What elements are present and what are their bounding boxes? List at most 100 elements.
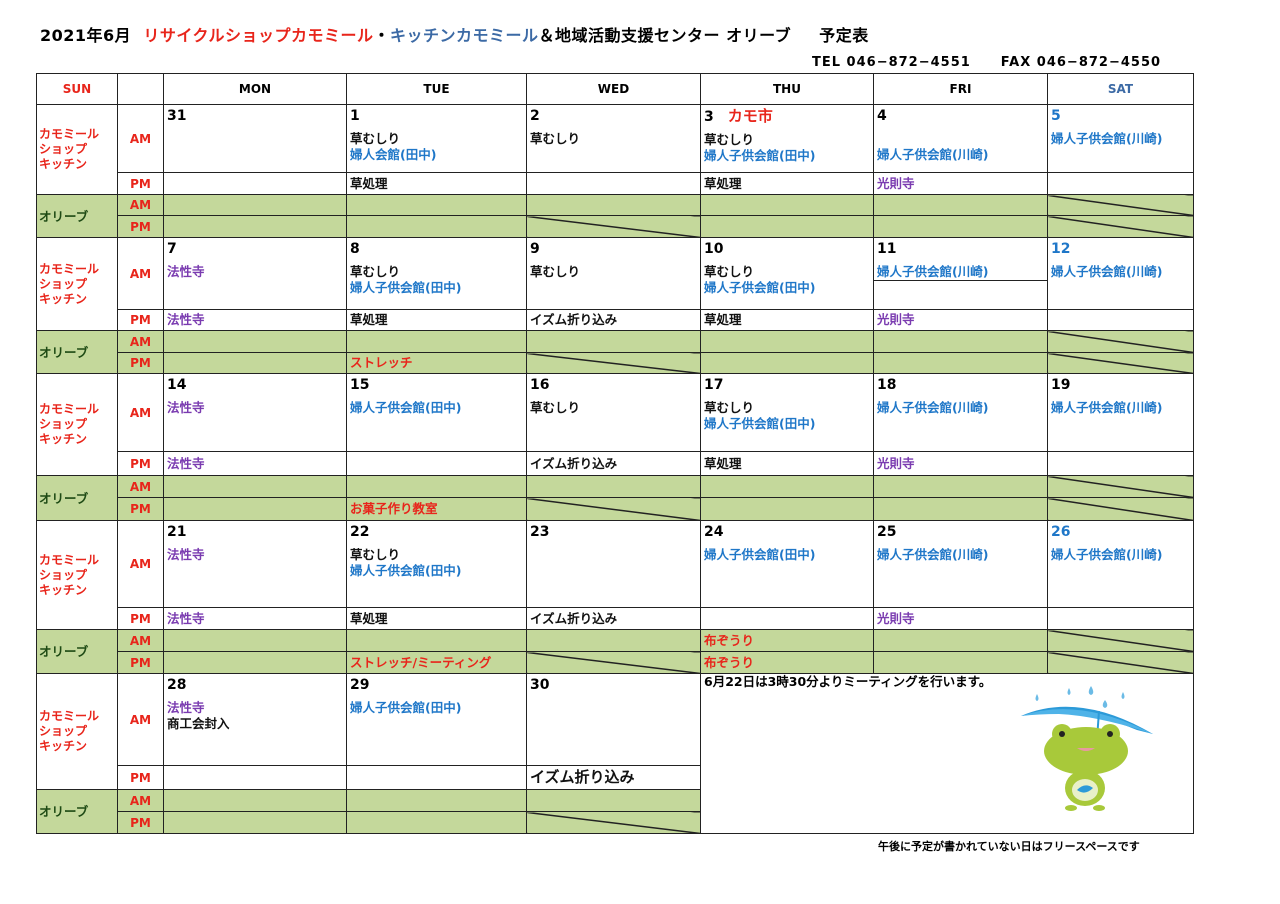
pm-cell-7[interactable]: 法性寺 [163, 309, 347, 331]
day-cell-14[interactable]: 14 法性寺 [163, 373, 347, 452]
olive-am-cell[interactable] [346, 194, 527, 216]
day-cell-1[interactable]: 1 草むしり 婦人会館(田中) [346, 104, 527, 173]
pm-cell-4[interactable]: 光則寺 [873, 172, 1048, 195]
olive-am-cell[interactable] [1047, 475, 1194, 498]
olive-pm-cell[interactable] [163, 352, 347, 374]
olive-am-cell[interactable] [346, 629, 527, 652]
day-cell-31[interactable]: 31 [163, 104, 347, 173]
pm-cell-17[interactable]: 草処理 [700, 451, 874, 476]
olive-pm-cell[interactable]: お菓子作り教室 [346, 497, 527, 521]
olive-pm-cell[interactable] [1047, 215, 1194, 238]
day-cell-24[interactable]: 24 婦人子供会館(田中) [700, 520, 874, 608]
olive-am-cell[interactable] [1047, 194, 1194, 216]
olive-pm-cell[interactable] [346, 811, 527, 834]
olive-am-cell[interactable] [526, 475, 701, 498]
pm-cell-1[interactable]: 草処理 [346, 172, 527, 195]
olive-pm-cell[interactable] [163, 497, 347, 521]
day-cell-15[interactable]: 15 婦人子供会館(田中) [346, 373, 527, 452]
olive-am-cell[interactable] [346, 330, 527, 353]
olive-pm-cell[interactable] [163, 215, 347, 238]
olive-am-cell[interactable] [873, 629, 1048, 652]
olive-am-cell[interactable] [1047, 330, 1194, 353]
olive-pm-cell[interactable] [163, 811, 347, 834]
olive-pm-cell[interactable] [700, 497, 874, 521]
day-cell-7[interactable]: 7 法性寺 [163, 237, 347, 310]
pm-cell-11[interactable]: 光則寺 [873, 309, 1048, 331]
olive-am-cell[interactable] [873, 330, 1048, 353]
day-cell-10[interactable]: 10 草むしり 婦人子供会館(田中) [700, 237, 874, 310]
pm-cell-5[interactable] [1047, 172, 1194, 195]
pm-cell-21[interactable]: 法性寺 [163, 607, 347, 630]
day-cell-3[interactable]: 3 カモ市 草むしり 婦人子供会館(田中) [700, 104, 874, 173]
pm-cell-18[interactable]: 光則寺 [873, 451, 1048, 476]
olive-pm-cell[interactable]: ストレッチ/ミーティング [346, 651, 527, 674]
olive-pm-cell[interactable] [873, 352, 1048, 374]
olive-pm-cell[interactable] [526, 215, 701, 238]
pm-cell-25[interactable]: 光則寺 [873, 607, 1048, 630]
olive-am-cell[interactable] [163, 789, 347, 812]
pm-cell-8[interactable]: 草処理 [346, 309, 527, 331]
olive-am-cell[interactable] [163, 629, 347, 652]
olive-pm-cell[interactable] [873, 651, 1048, 674]
pm-cell-9[interactable]: イズム折り込み [526, 309, 701, 331]
olive-am-cell[interactable] [526, 194, 701, 216]
pm-cell-16[interactable]: イズム折り込み [526, 451, 701, 476]
pm-cell-3[interactable]: 草処理 [700, 172, 874, 195]
olive-am-cell[interactable] [700, 330, 874, 353]
day-cell-2[interactable]: 2 草むしり [526, 104, 701, 173]
pm-cell-26[interactable] [1047, 607, 1194, 630]
olive-am-cell[interactable] [346, 789, 527, 812]
olive-pm-cell[interactable] [873, 497, 1048, 521]
pm-cell-29[interactable] [346, 765, 527, 790]
pm-cell-15[interactable] [346, 451, 527, 476]
day-cell-19[interactable]: 19 婦人子供会館(川崎) [1047, 373, 1194, 452]
olive-am-cell[interactable] [346, 475, 527, 498]
day-cell-30[interactable]: 30 [526, 673, 701, 766]
olive-am-cell[interactable]: 布ぞうり [700, 629, 874, 652]
day-cell-5[interactable]: 5 婦人子供会館(川崎) [1047, 104, 1194, 173]
olive-am-cell[interactable] [163, 330, 347, 353]
olive-pm-cell[interactable] [700, 215, 874, 238]
olive-am-cell[interactable] [1047, 629, 1194, 652]
olive-pm-cell[interactable] [1047, 352, 1194, 374]
olive-am-cell[interactable] [526, 789, 701, 812]
pm-cell-31[interactable] [163, 172, 347, 195]
day-cell-4[interactable]: 4 婦人子供会館(川崎) [873, 104, 1048, 173]
olive-pm-cell[interactable]: ストレッチ [346, 352, 527, 374]
day-cell-11[interactable]: 11 婦人子供会館(川崎) [873, 237, 1048, 310]
pm-cell-2[interactable] [526, 172, 701, 195]
day-cell-29[interactable]: 29 婦人子供会館(田中) [346, 673, 527, 766]
pm-cell-30[interactable]: イズム折り込み [526, 765, 701, 790]
day-cell-22[interactable]: 22 草むしり 婦人子供会館(田中) [346, 520, 527, 608]
day-cell-25[interactable]: 25 婦人子供会館(川崎) [873, 520, 1048, 608]
pm-cell-12[interactable] [1047, 309, 1194, 331]
olive-pm-cell[interactable] [1047, 497, 1194, 521]
olive-pm-cell[interactable] [163, 651, 347, 674]
day-cell-23[interactable]: 23 [526, 520, 701, 608]
pm-cell-19[interactable] [1047, 451, 1194, 476]
olive-pm-cell[interactable] [526, 352, 701, 374]
olive-pm-cell[interactable] [526, 811, 701, 834]
olive-am-cell[interactable] [873, 194, 1048, 216]
olive-am-cell[interactable] [526, 330, 701, 353]
pm-cell-24[interactable] [700, 607, 874, 630]
day-cell-28[interactable]: 28 法性寺 商工会封入 [163, 673, 347, 766]
olive-am-cell[interactable] [163, 475, 347, 498]
pm-cell-22[interactable]: 草処理 [346, 607, 527, 630]
pm-cell-10[interactable]: 草処理 [700, 309, 874, 331]
olive-am-cell[interactable] [700, 194, 874, 216]
day-cell-12[interactable]: 12 婦人子供会館(川崎) [1047, 237, 1194, 310]
olive-pm-cell[interactable] [526, 651, 701, 674]
olive-am-cell[interactable] [526, 629, 701, 652]
olive-pm-cell[interactable] [346, 215, 527, 238]
olive-pm-cell[interactable]: 布ぞうり [700, 651, 874, 674]
pm-cell-14[interactable]: 法性寺 [163, 451, 347, 476]
day-cell-16[interactable]: 16 草むしり [526, 373, 701, 452]
olive-am-cell[interactable] [700, 475, 874, 498]
pm-cell-23[interactable]: イズム折り込み [526, 607, 701, 630]
day-cell-18[interactable]: 18 婦人子供会館(川崎) [873, 373, 1048, 452]
olive-pm-cell[interactable] [873, 215, 1048, 238]
olive-pm-cell[interactable] [1047, 651, 1194, 674]
olive-am-cell[interactable] [163, 194, 347, 216]
olive-am-cell[interactable] [873, 475, 1048, 498]
